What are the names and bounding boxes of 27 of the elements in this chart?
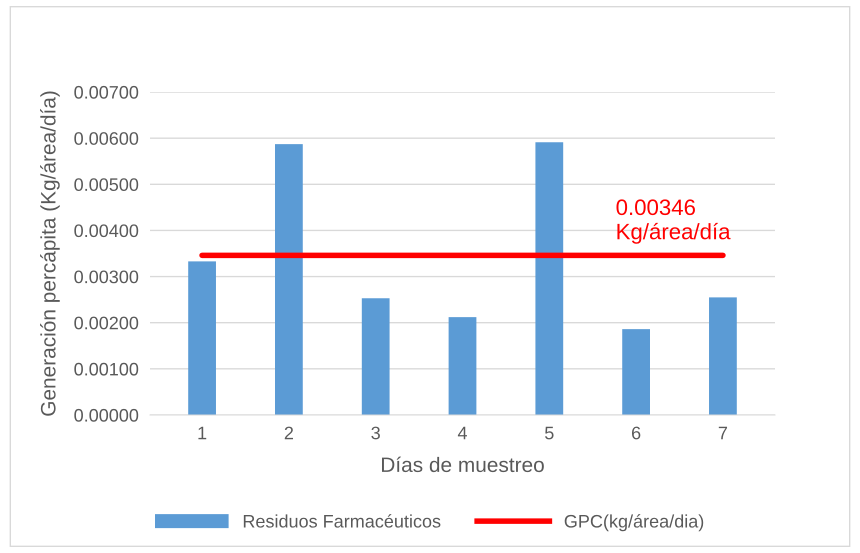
x-tick-label: 6 [632,426,640,440]
x-tick-label: 7 [718,426,728,440]
y-tick-label: 0.00200 [74,316,138,330]
y-tick-label: 0.00000 [74,408,138,422]
bar [275,144,303,415]
legend-label: Residuos Farmacéuticos [244,514,440,528]
y-tick-label: 0.00400 [74,224,138,238]
bar [622,329,650,415]
y-tick-label: 0.00700 [74,86,138,99]
bar [188,261,216,415]
bar [362,298,390,415]
bar [709,297,737,415]
x-tick-label: 4 [458,426,467,440]
bar [535,142,564,415]
x-tick-label: 2 [284,426,294,440]
bar [448,317,476,415]
x-tick-label: 5 [545,426,554,440]
y-tick-label: 0.00300 [74,270,138,284]
y-tick-label: 0.00600 [74,132,138,145]
annotation: 0.00346 Kg/área/día [616,199,731,244]
y-tick-label: 0.00100 [74,362,138,376]
x-axis-title: Días de muestreo [382,456,544,472]
x-tick-label: 3 [371,426,380,440]
y-tick-label: 0.00500 [74,178,138,192]
y-axis-title: Generación percápita (Kg/área/día) [40,91,60,416]
legend-label: GPC(kg/área/dia) [564,514,704,532]
x-tick-label: 1 [198,426,206,440]
